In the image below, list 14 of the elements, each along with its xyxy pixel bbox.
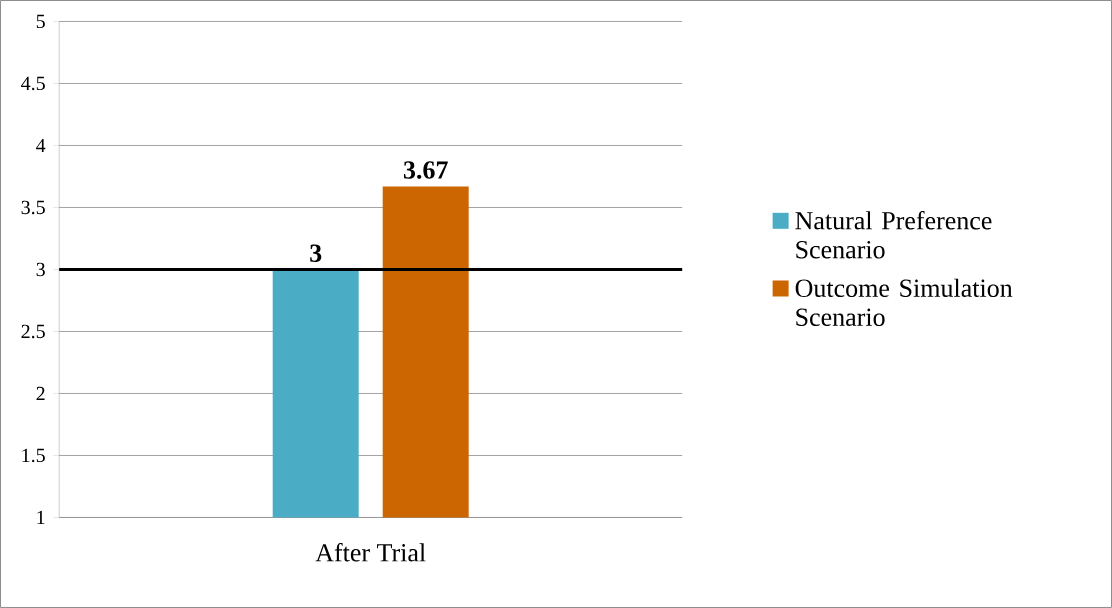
y-tick-label: 1: [37, 510, 45, 525]
y-tick-label: 2: [36, 386, 45, 401]
y-tick-label: 4: [36, 138, 46, 153]
y-tick-label: 1.5: [22, 448, 45, 463]
y-tick-label: 3: [36, 262, 45, 277]
y-tick-label: 3.5: [21, 200, 45, 215]
legend-label: Natural Preference Scenario: [795, 210, 992, 259]
data-label: 3.67: [403, 161, 448, 179]
legend-label: Outcome Simulation Scenario: [795, 278, 1013, 327]
y-tick-label: 5: [36, 14, 45, 29]
y-tick-label: 4.5: [21, 76, 45, 91]
x-tick-label: After Trial: [315, 543, 426, 562]
data-label: 3: [310, 244, 322, 262]
y-tick-label: 2.5: [21, 324, 45, 339]
